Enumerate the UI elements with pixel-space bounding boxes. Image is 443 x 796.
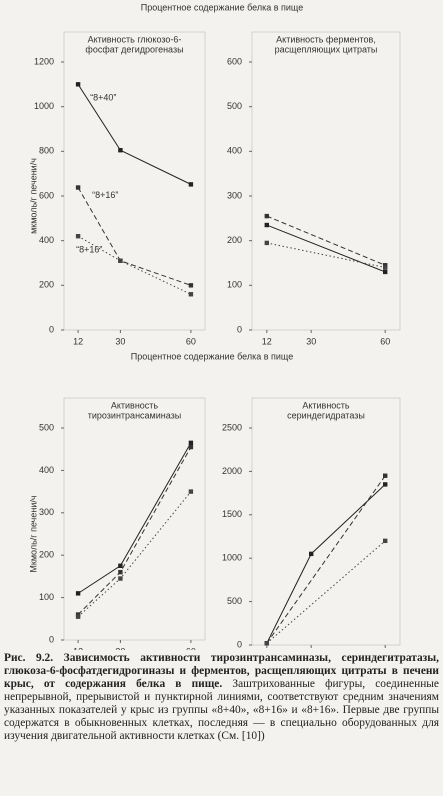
data-point [118, 258, 123, 263]
series-line [266, 484, 386, 644]
data-point [188, 182, 194, 187]
figure: Процентное содержание белка в пище Проце… [28, 2, 401, 650]
chart-title: Активность глюкозо-6- [88, 34, 182, 44]
x-tick-label: 60 [186, 646, 196, 650]
y-axis-label: мкмоль/г печени/ч [28, 158, 38, 234]
header: Процентное содержание белка в пище [131, 351, 293, 361]
series-line [77, 442, 192, 594]
data-point [383, 265, 388, 270]
y-tick-label: 400 [227, 146, 242, 156]
data-point [188, 440, 194, 446]
data-point [188, 489, 194, 494]
y-tick-label: 0 [49, 324, 54, 334]
y-tick-label: 1500 [222, 509, 242, 519]
data-point [383, 473, 388, 478]
y-tick-label: 500 [227, 101, 242, 111]
y-tick-label: 100 [39, 592, 54, 602]
y-tick-label: 0 [49, 634, 54, 644]
data-point [118, 569, 123, 575]
y-tick-label: 400 [39, 465, 54, 475]
data-point [383, 269, 388, 275]
data-point [118, 563, 123, 568]
series-label: “8+16” [92, 190, 118, 200]
series-line [266, 475, 386, 644]
series-line [77, 491, 192, 618]
y-tick-label: 1000 [222, 553, 242, 563]
data-point [75, 185, 81, 190]
data-point [264, 240, 269, 246]
x-tick-label: 30 [115, 646, 125, 650]
y-axis-label: Мкмоль/г печени/ч [28, 495, 38, 572]
y-tick-label: 1200 [34, 56, 54, 66]
data-point [188, 283, 194, 288]
chart-title: сериндегидратазы [287, 410, 365, 420]
series-label: “8+40” [90, 93, 116, 103]
data-point [264, 222, 269, 228]
y-tick-label: 2000 [222, 466, 242, 476]
y-tick-label: 400 [39, 235, 54, 245]
data-point [118, 148, 123, 153]
y-tick-label: 800 [39, 146, 54, 156]
y-tick-label: 1000 [34, 101, 54, 111]
series-line [266, 242, 386, 268]
caption-text: Заштрихованные фигуры, соединенные непре… [4, 678, 439, 742]
y-tick-label: 500 [227, 596, 242, 606]
x-tick-label: 60 [380, 336, 390, 346]
data-point [75, 614, 81, 619]
plot-frame [63, 397, 206, 641]
caption: Рис. 9.2. Зависимость активности тирозин… [4, 652, 439, 743]
y-tick-label: 100 [227, 280, 242, 290]
x-tick-label: 60 [186, 336, 196, 346]
data-point [188, 292, 194, 297]
chart-title: тирозинтрансаминазы [88, 410, 181, 420]
series-line [77, 187, 192, 286]
data-point [118, 576, 123, 581]
data-point [309, 551, 314, 557]
chart-title: фосфат дегидрогеназы [85, 44, 183, 54]
y-tick-label: 200 [227, 235, 242, 245]
x-tick-label: 12 [262, 336, 272, 346]
data-point [264, 213, 269, 219]
y-tick-label: 0 [237, 639, 242, 649]
series-line [266, 540, 386, 644]
caption-title: Рис. 9.2. Зависимость активности тирозин… [4, 652, 439, 690]
x-tick-label: 30 [115, 336, 125, 346]
plot-frame [63, 31, 206, 331]
y-tick-label: 200 [39, 550, 54, 560]
series-line [266, 224, 386, 273]
y-tick-label: 300 [39, 507, 54, 517]
plot-frame [251, 397, 401, 646]
plot-frame [251, 31, 401, 331]
data-point [264, 641, 269, 646]
data-point [383, 263, 388, 268]
y-tick-label: 600 [39, 190, 54, 200]
data-point [75, 234, 81, 239]
data-point [383, 482, 388, 487]
y-tick-label: 500 [39, 422, 54, 432]
chart-title: Активность [302, 400, 350, 410]
y-tick-label: 200 [39, 280, 54, 290]
x-tick-label: 30 [306, 336, 316, 346]
header: Процентное содержание белка в пище [141, 2, 303, 12]
y-tick-label: 300 [227, 190, 242, 200]
y-tick-label: 0 [237, 324, 242, 334]
chart-title: Активность [111, 400, 159, 410]
x-tick-label: 12 [73, 646, 83, 650]
data-point [75, 82, 81, 87]
chart-title: Активность ферментов, [276, 34, 376, 44]
series-line [266, 215, 386, 266]
data-point [188, 444, 194, 450]
y-tick-label: 2500 [222, 422, 242, 432]
series-label: “8+16” [76, 245, 102, 255]
data-point [383, 538, 388, 544]
y-tick-label: 600 [227, 56, 242, 66]
data-point [75, 591, 81, 596]
chart-title: расщепляющих цитраты [275, 44, 378, 54]
x-tick-label: 12 [73, 336, 83, 346]
